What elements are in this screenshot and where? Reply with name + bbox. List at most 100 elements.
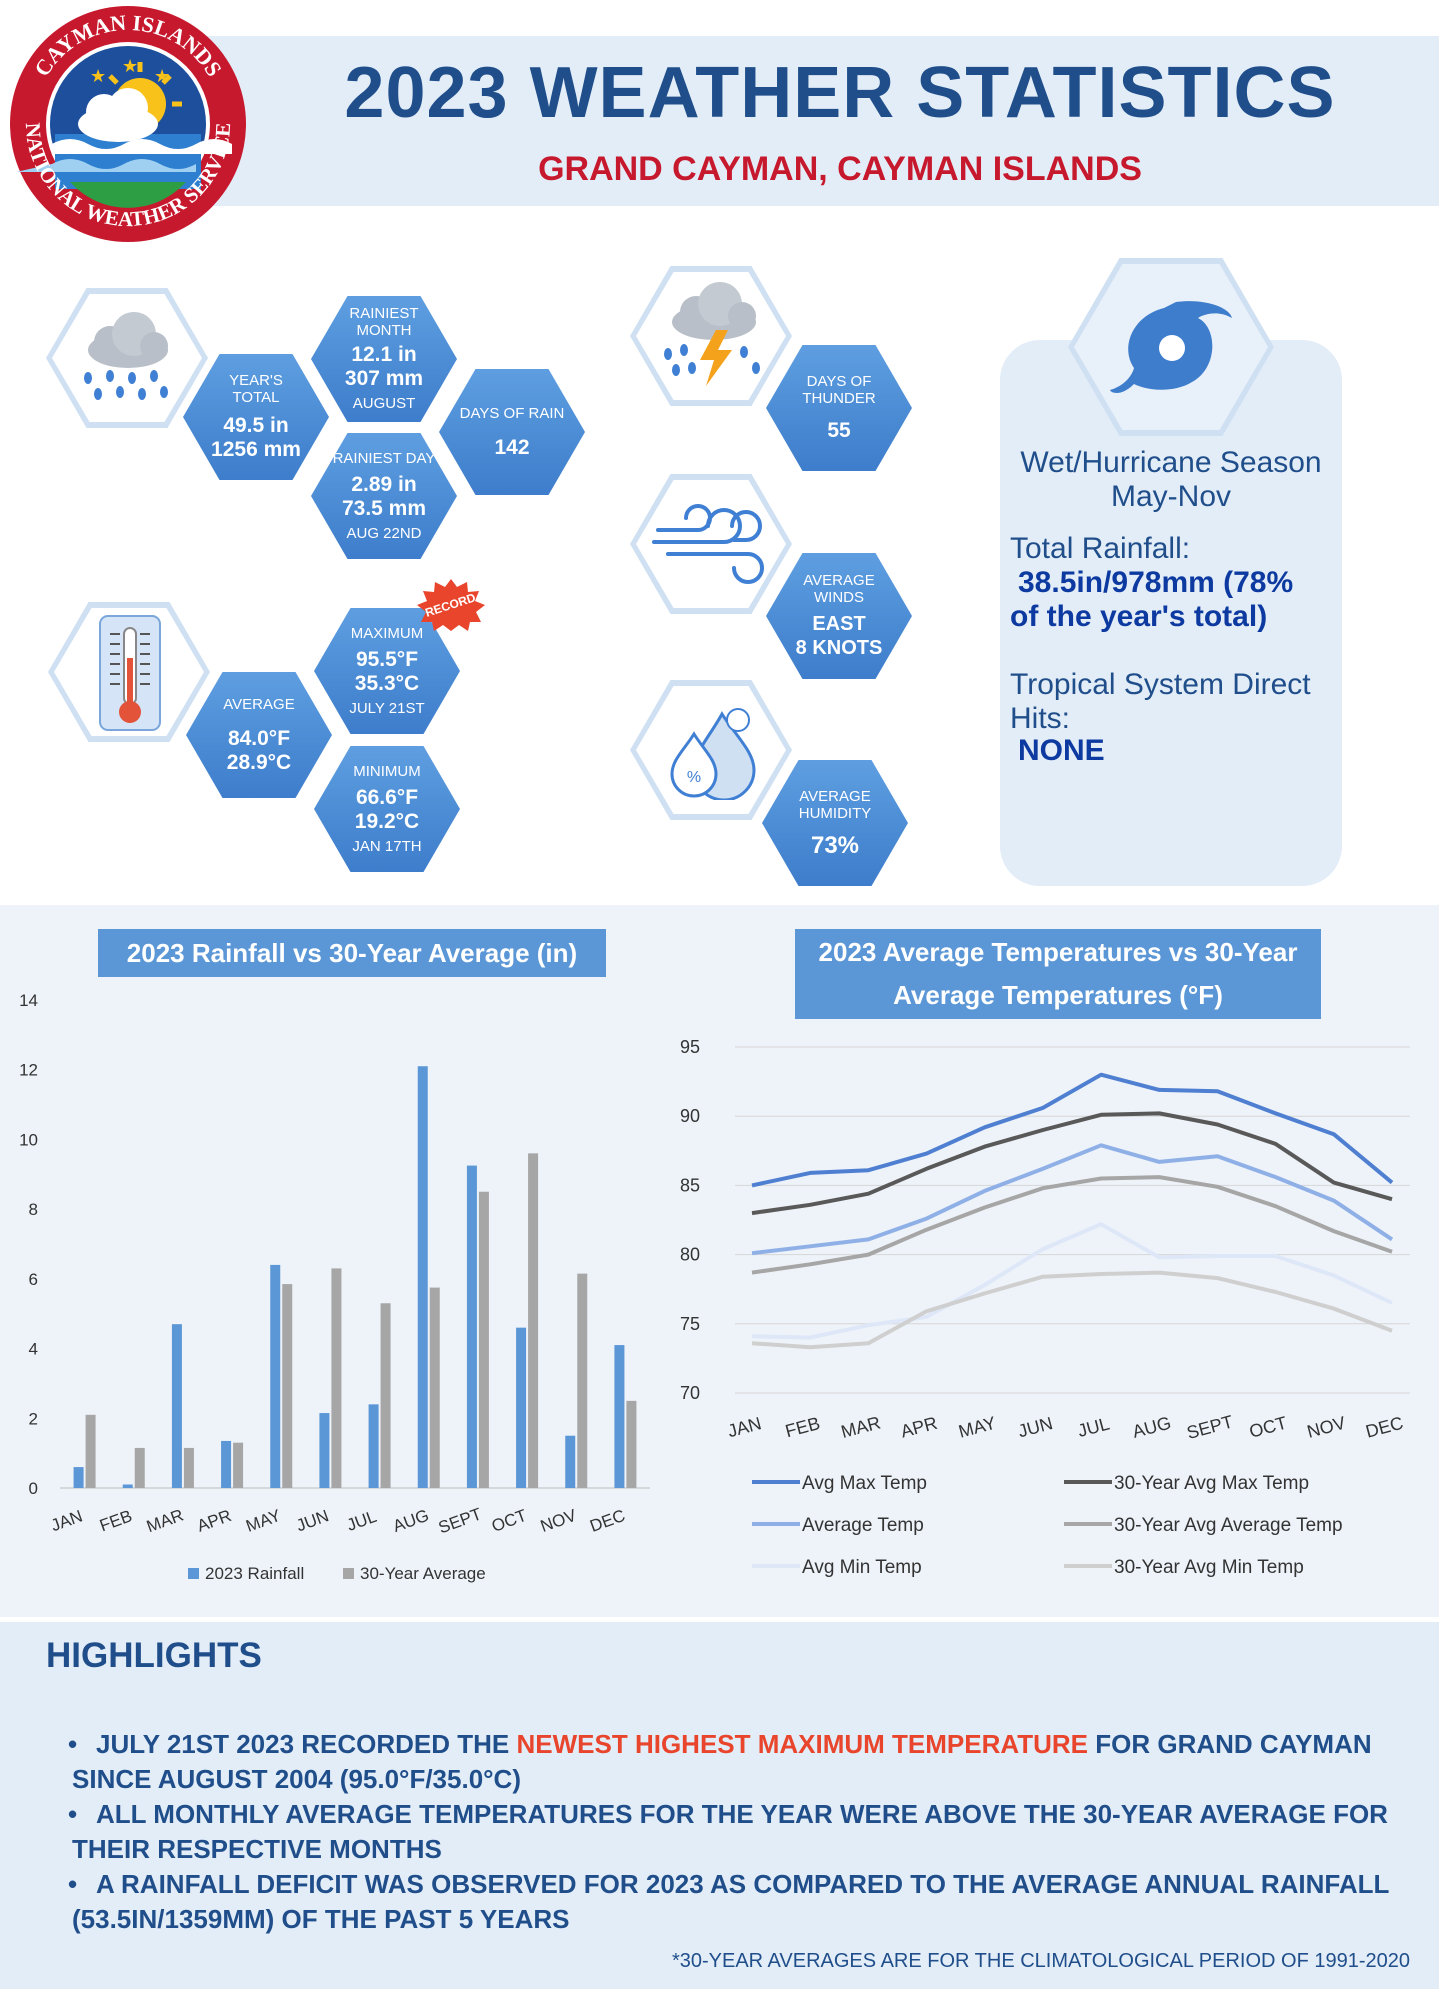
- rain-cloud-icon: [84, 312, 168, 400]
- days-of-rain-hex: DAYS OF RAIN 142: [439, 369, 585, 495]
- bar-rainfall-2023: [122, 1484, 133, 1488]
- thunder-label: DAYS OF THUNDER: [802, 373, 876, 407]
- rainiest-month-label: RAINIEST MONTH: [349, 305, 419, 339]
- rainiest-day-in: 2.89 in: [351, 472, 417, 496]
- bar-x-tick-label: DEC: [587, 1506, 627, 1536]
- line-series-30-year-avg-max-temp: [751, 1111, 1393, 1216]
- bar-x-tick-label: JUL: [344, 1507, 379, 1535]
- line-legend-label: 30-Year Avg Average Temp: [1114, 1515, 1343, 1536]
- season-rain-label: Total Rainfall:: [1010, 532, 1191, 565]
- temp-maximum-date: JULY 21ST: [349, 699, 425, 717]
- line-y-tick-label: 95: [680, 1037, 700, 1057]
- line-x-tick-label: FEB: [783, 1413, 822, 1441]
- bar-rainfall-2023: [221, 1440, 232, 1488]
- line-series-average-temp: [751, 1143, 1394, 1256]
- winds-hex: AVERAGE WINDS EAST 8 KNOTS: [766, 553, 912, 679]
- bar-x-tick-label: MAR: [144, 1505, 186, 1536]
- temp-maximum-label: MAXIMUM: [350, 624, 424, 642]
- bar-y-tick-label: 6: [29, 1270, 38, 1289]
- bar-rainfall-2023: [417, 1066, 428, 1488]
- line-legend-label: Average Temp: [802, 1515, 924, 1536]
- bar-rainfall-2023: [319, 1413, 330, 1488]
- hurricane-icon: [1110, 301, 1232, 393]
- humidity-hex: AVERAGE HUMIDITY 73%: [762, 760, 908, 886]
- line-y-tick-label: 85: [680, 1175, 700, 1195]
- rainiest-day-date: AUG 22ND: [346, 524, 422, 542]
- highlights-title: HIGHLIGHTS: [46, 1636, 262, 1675]
- bar-rainfall-2023: [614, 1345, 625, 1488]
- line-x-tick-label: APR: [899, 1413, 940, 1442]
- bar-30-year-average: [331, 1268, 342, 1488]
- line-x-tick-label: JUL: [1075, 1413, 1111, 1441]
- rainiest-month-name: AUGUST: [352, 395, 416, 412]
- bar-x-tick-label: AUG: [390, 1506, 431, 1536]
- years-total-hex: YEAR'S TOTAL 49.5 in 1256 mm: [183, 354, 329, 480]
- bar-x-tick-label: SEPT: [436, 1504, 484, 1537]
- bar-30-year-average: [85, 1414, 96, 1488]
- bar-legend-label: 30-Year Average: [360, 1564, 486, 1583]
- temp-average-c: 28.9°C: [226, 750, 292, 774]
- bar-30-year-average: [429, 1287, 440, 1488]
- line-series-avg-min-temp: [751, 1222, 1393, 1340]
- bar-y-tick-label: 0: [29, 1479, 38, 1498]
- bar-y-tick-label: 10: [19, 1130, 38, 1149]
- highlight-1-emphasis: NEWEST HIGHEST MAXIMUM TEMPERATURE: [516, 1729, 1089, 1759]
- line-x-tick-label: DEC: [1363, 1413, 1405, 1442]
- svg-text:★: ★: [154, 66, 170, 86]
- rainiest-day-mm: 73.5 mm: [341, 496, 427, 520]
- national-weather-service-logo: ★ ★ ★ CAYMAN ISLANDS NATIONAL WEATHER SE…: [10, 6, 246, 242]
- line-x-tick-label: MAY: [956, 1413, 998, 1442]
- season-hits-value: NONE: [1018, 734, 1105, 767]
- page-title: 2023 WEATHER STATISTICS: [344, 53, 1336, 133]
- line-legend-label: Avg Min Temp: [802, 1557, 922, 1578]
- bar-rainfall-2023: [516, 1327, 527, 1488]
- line-series-30-year-avg-average-temp: [751, 1175, 1393, 1275]
- bar-x-tick-label: MAY: [243, 1506, 283, 1536]
- bar-x-tick-label: APR: [195, 1506, 234, 1536]
- season-hits-label: Tropical System Direct Hits:: [1010, 668, 1311, 735]
- bar-x-tick-label: FEB: [97, 1506, 135, 1535]
- line-x-tick-label: JUN: [1016, 1413, 1055, 1441]
- season-rain-value: 38.5in/978mm (78% of the year's total): [1010, 566, 1294, 633]
- line-y-tick-label: 80: [680, 1245, 700, 1265]
- highlight-item-2: • ALL MONTHLY AVERAGE TEMPERATURES FOR TH…: [68, 1799, 1388, 1864]
- temp-average-f: 84.0°F: [227, 726, 291, 750]
- days-of-rain-value: 142: [494, 435, 530, 459]
- header-band: [180, 36, 1439, 206]
- highlights-section: [0, 1622, 1439, 1989]
- bar-30-year-average: [380, 1303, 391, 1488]
- highlight-1-post: FOR GRAND CAYMAN SINCE AUGUST 2004 (95.0…: [72, 1729, 1372, 1794]
- rainfall-chart-title: 2023 Rainfall vs 30-Year Average (in): [98, 929, 606, 977]
- rainfall-bar-chart: 0 2 4 6 8 10 12 14 JAN FEB MAR APR MAY JUN JUL AUG SEPT O…: [19, 991, 650, 1583]
- line-series-30-year-avg-min-temp: [751, 1270, 1393, 1350]
- bar-30-year-average: [528, 1153, 539, 1488]
- bar-30-year-average: [134, 1447, 145, 1488]
- footnote: *30-YEAR AVERAGES ARE FOR THE CLIMATOLOG…: [671, 1950, 1410, 1972]
- temp-minimum-label: MINIMUM: [353, 762, 421, 780]
- temp-maximum-f: 95.5°F: [355, 647, 419, 671]
- temperature-chart-title: 2023 Average Temperatures vs 30-Year Ave…: [795, 929, 1321, 1019]
- highlight-3-text: A RAINFALL DEFICIT WAS OBSERVED FOR 2023…: [72, 1869, 1389, 1934]
- bar-legend-swatch: [343, 1568, 354, 1579]
- bar-rainfall-2023: [270, 1264, 281, 1488]
- temp-minimum-c: 19.2°C: [354, 809, 420, 833]
- line-legend-label: Avg Max Temp: [802, 1473, 927, 1494]
- line-x-tick-label: JAN: [725, 1413, 763, 1441]
- rainiest-day-hex: RAINIEST DAY 2.89 in 73.5 mm AUG 22ND: [311, 433, 457, 559]
- bar-legend-swatch: [188, 1568, 199, 1579]
- bar-y-tick-label: 12: [19, 1061, 38, 1080]
- line-x-tick-label: OCT: [1247, 1413, 1289, 1442]
- line-legend-label: 30-Year Avg Min Temp: [1114, 1557, 1304, 1578]
- svg-text:%: %: [687, 769, 701, 786]
- humidity-label: AVERAGE HUMIDITY: [798, 788, 872, 822]
- rainiest-day-label: RAINIEST DAY: [332, 449, 436, 467]
- temp-minimum-hex: MINIMUM 66.6°F 19.2°C JAN 17TH: [314, 746, 460, 872]
- highlight-item-1: • JULY 21ST 2023 RECORDED THE NEWEST HIGH…: [68, 1729, 1372, 1794]
- rainiest-month-mm: 307 mm: [344, 367, 424, 390]
- winds-direction: EAST: [812, 613, 866, 635]
- temp-average-label: AVERAGE: [223, 695, 295, 713]
- rainiest-month-hex: RAINIEST MONTH 12.1 in 307 mm AUGUST: [311, 296, 457, 422]
- bar-y-tick-label: 4: [29, 1340, 38, 1359]
- bar-30-year-average: [577, 1273, 588, 1488]
- bar-30-year-average: [282, 1284, 293, 1488]
